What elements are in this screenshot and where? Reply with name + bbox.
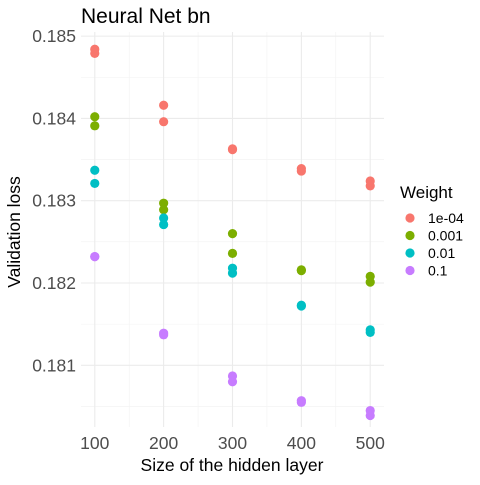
y-tick-label: 0.184 xyxy=(32,108,76,128)
legend-label: 1e-04 xyxy=(428,210,464,226)
data-point xyxy=(296,397,306,407)
data-point xyxy=(90,165,100,175)
data-point xyxy=(365,181,375,191)
data-point xyxy=(296,266,306,276)
legend-key xyxy=(405,230,415,241)
axes: 100 200 300 400 500 0.181 0.182 0.183 0.184 0.185 xyxy=(32,26,385,453)
data-point xyxy=(90,48,100,58)
x-tick-label: 300 xyxy=(218,433,247,453)
data-point xyxy=(90,121,100,131)
grid xyxy=(81,32,384,427)
data-point xyxy=(159,198,169,208)
data-point xyxy=(365,277,375,287)
data-point xyxy=(90,178,100,189)
y-tick-label: 0.181 xyxy=(32,355,76,375)
data-point xyxy=(159,330,169,340)
y-tick-label: 0.183 xyxy=(32,191,76,211)
data-point xyxy=(227,229,238,239)
data-point xyxy=(227,248,238,258)
data-point xyxy=(159,100,169,110)
y-tick-label: 0.185 xyxy=(32,26,76,46)
legend-key xyxy=(405,265,415,276)
x-tick-label: 200 xyxy=(149,433,178,453)
y-tick-label: 0.182 xyxy=(32,273,76,293)
data-point xyxy=(90,112,100,122)
data-point xyxy=(227,377,238,387)
data-point xyxy=(296,166,306,176)
legend-label: 0.1 xyxy=(428,263,448,279)
legend-label: 0.01 xyxy=(428,245,455,261)
legend-label: 0.001 xyxy=(428,228,463,244)
data-point xyxy=(90,252,100,262)
x-tick-label: 500 xyxy=(356,433,385,453)
data-point xyxy=(296,301,306,311)
data-point xyxy=(159,117,169,127)
data-point xyxy=(365,327,375,337)
data-point xyxy=(159,213,169,223)
x-tick-label: 100 xyxy=(80,433,109,453)
legend-key xyxy=(405,248,415,258)
x-axis-label: Size of the hidden layer xyxy=(141,455,324,475)
data-point xyxy=(365,410,375,421)
legend-key xyxy=(405,213,415,223)
chart-title: Neural Net bn xyxy=(81,5,211,28)
y-axis-label: Validation loss xyxy=(4,176,24,288)
data-point xyxy=(227,145,238,155)
data-point xyxy=(227,268,238,278)
data-points xyxy=(90,44,375,421)
data-point xyxy=(159,205,169,215)
x-tick-label: 400 xyxy=(287,433,316,453)
legend-title: Weight xyxy=(400,183,453,202)
data-point xyxy=(159,219,169,230)
